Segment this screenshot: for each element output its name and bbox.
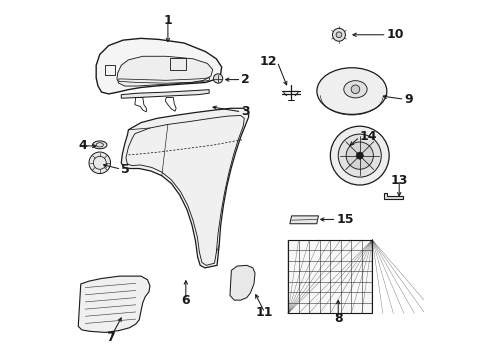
Text: 5: 5 — [122, 163, 130, 176]
Circle shape — [356, 152, 364, 159]
Polygon shape — [290, 216, 318, 224]
Text: 11: 11 — [256, 306, 273, 319]
Text: 1: 1 — [164, 14, 172, 27]
Text: 4: 4 — [78, 139, 87, 152]
Polygon shape — [122, 108, 248, 268]
Ellipse shape — [317, 68, 387, 114]
Text: 7: 7 — [106, 331, 115, 344]
Text: 10: 10 — [387, 28, 404, 41]
Text: 2: 2 — [242, 73, 250, 86]
Text: 9: 9 — [405, 93, 413, 106]
Text: 13: 13 — [391, 174, 408, 186]
Polygon shape — [78, 276, 150, 332]
Text: 8: 8 — [334, 311, 343, 325]
Text: 3: 3 — [242, 105, 250, 118]
Ellipse shape — [344, 81, 367, 98]
Polygon shape — [122, 90, 209, 98]
Text: 15: 15 — [337, 213, 354, 226]
Circle shape — [346, 142, 373, 169]
Circle shape — [89, 152, 111, 174]
Circle shape — [338, 134, 381, 177]
Polygon shape — [96, 39, 221, 94]
Circle shape — [336, 32, 342, 38]
Text: 14: 14 — [360, 130, 377, 144]
Ellipse shape — [93, 141, 107, 149]
Polygon shape — [384, 193, 403, 199]
Polygon shape — [288, 240, 372, 314]
Circle shape — [330, 126, 389, 185]
Text: 6: 6 — [181, 294, 190, 307]
Circle shape — [333, 28, 345, 41]
Text: 12: 12 — [260, 55, 277, 68]
Polygon shape — [230, 265, 255, 300]
Polygon shape — [117, 56, 213, 86]
Circle shape — [214, 74, 223, 83]
Circle shape — [351, 85, 360, 94]
